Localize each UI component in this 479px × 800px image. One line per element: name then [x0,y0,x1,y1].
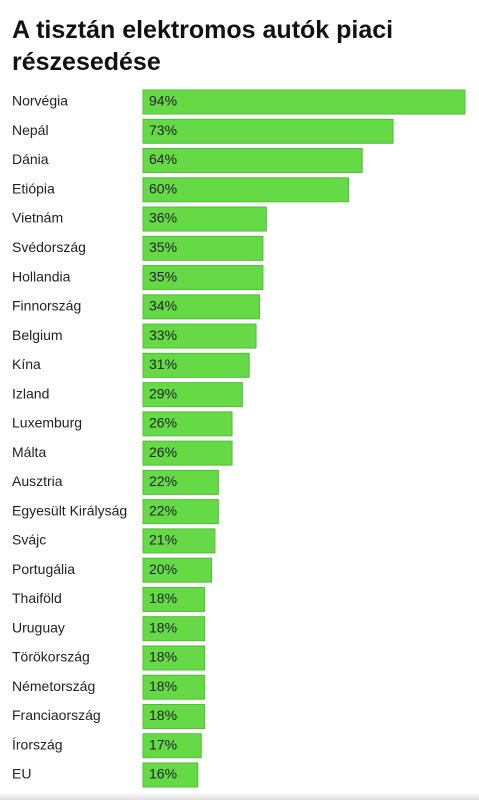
category-label: Franciaország [12,707,101,723]
category-label: EU [12,766,31,782]
bottom-shade [0,792,479,800]
value-label: 22% [149,473,177,489]
category-label: Vietnám [12,210,63,226]
value-label: 20% [149,561,177,577]
bar [142,118,394,144]
bar [142,528,216,554]
bar [142,586,206,612]
bar [142,323,257,349]
category-label: Málta [12,444,46,460]
category-label: Dánia [12,151,49,167]
bar [142,177,350,203]
category-label: Németország [12,678,95,694]
category-label: Portugália [12,561,75,577]
bar [142,616,206,642]
bar [142,645,206,671]
bar [142,762,199,788]
category-label: Etiópia [12,180,55,196]
value-label: 29% [149,385,177,401]
value-label: 18% [149,619,177,635]
category-label: Svédország [12,239,86,255]
value-label: 22% [149,502,177,518]
category-label: Thaiföld [12,590,62,606]
value-label: 94% [149,93,177,109]
category-label: Kína [12,356,41,372]
category-label: Finnország [12,298,81,314]
value-label: 26% [149,444,177,460]
value-label: 36% [149,210,177,226]
category-label: Norvégia [12,93,68,109]
bar [142,235,264,261]
category-label: Luxemburg [12,415,82,431]
value-label: 64% [149,151,177,167]
category-label: Nepál [12,122,49,138]
bar [142,411,233,437]
category-label: Törökország [12,649,90,665]
value-label: 33% [149,327,177,343]
value-label: 73% [149,122,177,138]
bar [142,703,206,729]
category-label: Írország [12,736,63,752]
value-label: 18% [149,707,177,723]
bar [142,499,219,525]
bar [142,148,363,174]
category-label: Uruguay [12,619,65,635]
category-label: Ausztria [12,473,63,489]
value-label: 18% [149,590,177,606]
value-label: 31% [149,356,177,372]
value-label: 21% [149,532,177,548]
bar [142,674,206,700]
category-label: Svájc [12,532,46,548]
bar [142,733,202,759]
category-label: Izland [12,385,49,401]
value-label: 18% [149,649,177,665]
value-label: 17% [149,736,177,752]
category-label: Belgium [12,327,63,343]
value-label: 16% [149,766,177,782]
bar [142,382,243,408]
value-label: 18% [149,678,177,694]
value-label: 26% [149,415,177,431]
bar [142,89,466,115]
category-label: Hollandia [12,268,71,284]
bar [142,294,260,320]
bar [142,352,250,378]
bar [142,265,264,291]
bar [142,557,213,583]
bar [142,469,219,495]
bar [142,440,233,466]
category-label: Egyesült Királyság [12,502,127,518]
value-label: 34% [149,298,177,314]
value-label: 35% [149,268,177,284]
bar [142,206,267,232]
chart-title: A tisztán elektromos autók piaci részese… [12,16,394,76]
value-label: 60% [149,180,177,196]
value-label: 35% [149,239,177,255]
